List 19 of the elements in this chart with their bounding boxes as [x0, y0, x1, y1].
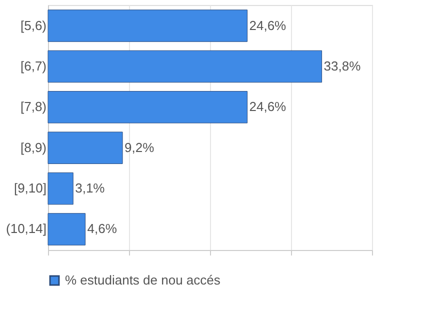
- data-label: 9,2%: [124, 140, 155, 155]
- data-label: 24,6%: [249, 18, 287, 33]
- data-label: 4,6%: [87, 221, 118, 236]
- data-label: 24,6%: [249, 99, 287, 114]
- y-tick-label: [7,8): [20, 99, 46, 114]
- y-tick-label: [6,7): [20, 58, 46, 74]
- data-label: 33,8%: [324, 58, 362, 74]
- y-tick-label: [9,10]: [14, 180, 46, 196]
- bar: [48, 172, 74, 205]
- bar: [48, 213, 86, 246]
- y-tick-label: (10,14]: [6, 221, 46, 236]
- y-tick-label: [8,9): [20, 140, 46, 155]
- bar: [48, 91, 248, 124]
- legend-label: % estudiants de nou accés: [65, 272, 221, 288]
- data-label: 3,1%: [75, 180, 106, 196]
- y-tick-label: [5,6): [20, 18, 46, 33]
- bar: [48, 132, 123, 164]
- bar: [48, 10, 248, 42]
- bar: [48, 50, 322, 83]
